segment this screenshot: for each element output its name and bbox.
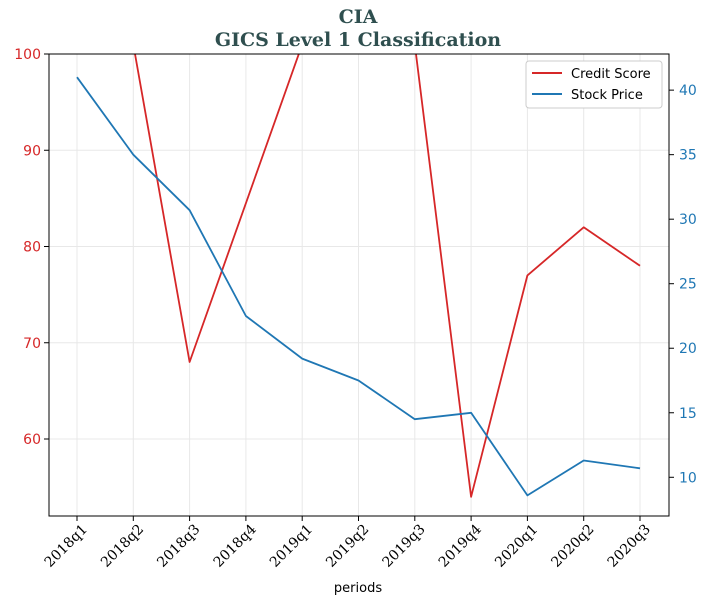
y-right-tick-label: 35 bbox=[679, 148, 697, 164]
y-right-tick-label: 10 bbox=[679, 470, 697, 486]
series-layer bbox=[76, 54, 641, 498]
legend: Credit Score Stock Price bbox=[525, 60, 663, 109]
x-tick-label: 2018q3 bbox=[154, 522, 203, 571]
y-left-tick-label: 100 bbox=[14, 47, 41, 63]
y-axis-left: 60 70 80 90 100 bbox=[14, 47, 49, 448]
x-tick-label: 2020q2 bbox=[548, 522, 597, 571]
x-tick-label: 2020q1 bbox=[492, 522, 541, 571]
x-tick-label: 2019q2 bbox=[323, 522, 372, 571]
x-tick-label: 2019q1 bbox=[267, 522, 316, 571]
grid bbox=[49, 53, 669, 516]
x-tick-label: 2019q3 bbox=[379, 522, 428, 571]
x-tick-label: 2019q4 bbox=[436, 521, 485, 570]
x-axis: 2018q1 2018q2 2018q3 2018q4 2019q1 2019q2 2019… bbox=[42, 516, 654, 571]
legend-label-stock-price: Stock Price bbox=[571, 88, 643, 103]
chart-title: CIA bbox=[339, 6, 378, 28]
y-axis-right: 10 15 20 25 30 35 40 bbox=[669, 83, 697, 486]
y-right-tick-label: 20 bbox=[679, 341, 697, 357]
y-right-tick-label: 40 bbox=[679, 83, 697, 99]
y-right-tick-label: 15 bbox=[679, 406, 697, 422]
x-tick-label: 2018q2 bbox=[98, 522, 147, 571]
y-left-tick-label: 90 bbox=[23, 143, 41, 159]
x-tick-label: 2018q1 bbox=[42, 522, 91, 571]
x-tick-label: 2020q3 bbox=[605, 522, 654, 571]
y-left-tick-label: 70 bbox=[23, 336, 41, 352]
legend-label-credit-score: Credit Score bbox=[571, 67, 651, 82]
y-right-tick-label: 25 bbox=[679, 277, 697, 293]
chart-subtitle: GICS Level 1 Classification bbox=[215, 29, 501, 51]
y-left-tick-label: 60 bbox=[23, 432, 41, 448]
series-line-credit-score bbox=[134, 54, 641, 498]
x-axis-label: periods bbox=[334, 581, 382, 596]
y-left-tick-label: 80 bbox=[23, 240, 41, 256]
x-tick-label: 2018q4 bbox=[211, 521, 260, 570]
y-right-tick-label: 30 bbox=[679, 212, 697, 228]
